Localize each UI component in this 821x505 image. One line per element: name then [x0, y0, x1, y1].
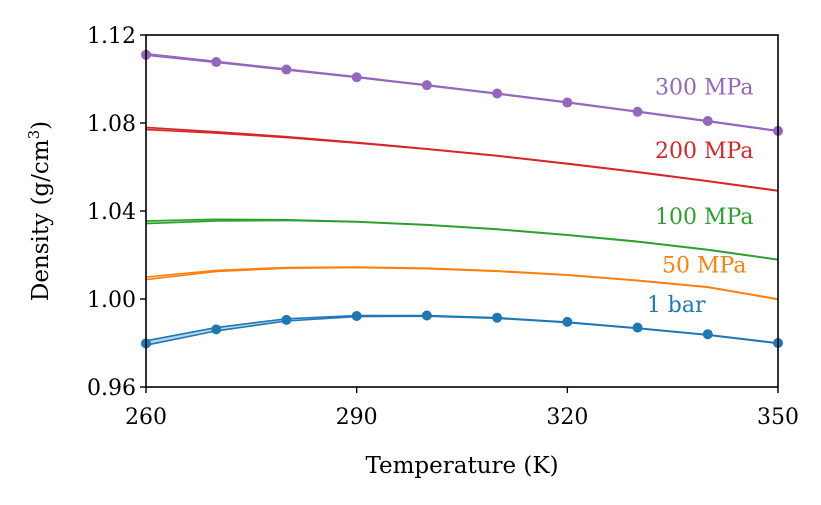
- data-point-1-bar: [281, 314, 292, 325]
- x-axis-label: Temperature (K): [365, 453, 558, 479]
- y-axis-label-close: ): [28, 121, 54, 130]
- y-tick-label: 0.96: [87, 376, 136, 401]
- x-tick-label: 260: [125, 405, 167, 430]
- data-point-300-mpa: [351, 72, 362, 83]
- series-line-lower-1-bar: [145, 315, 779, 346]
- data-point-300-mpa: [421, 80, 432, 91]
- plot-area: 300 MPa 200 MPa 100 MPa 50 MPa 1 bar: [141, 49, 783, 349]
- data-point-1-bar: [702, 329, 713, 340]
- series-label-100-mpa: 100 MPa: [655, 205, 753, 230]
- x-tick-label: 320: [546, 405, 588, 430]
- x-tick-label: 290: [336, 405, 378, 430]
- data-point-300-mpa: [702, 116, 713, 127]
- data-point-300-mpa: [492, 88, 503, 99]
- series-line-upper-1-bar: [145, 314, 779, 344]
- data-point-300-mpa: [632, 106, 643, 117]
- series-band-1-bar: [146, 315, 778, 346]
- data-point-1-bar: [421, 310, 432, 321]
- series-line-lower-200-mpa: [145, 128, 779, 192]
- series-label-50-mpa: 50 MPa: [662, 254, 746, 279]
- series-label-200-mpa: 200 MPa: [655, 139, 753, 164]
- data-point-1-bar: [351, 310, 362, 321]
- y-tick-label: 1.08: [87, 112, 136, 137]
- series-line-lower-100-mpa: [145, 219, 779, 261]
- axes: 260 290 320 350 0.96 1.00 1.04 1.08 1.12: [87, 24, 799, 430]
- y-axis-label-superscript: 3: [25, 130, 43, 140]
- y-tick-label: 1.12: [87, 24, 136, 49]
- data-point-1-bar: [632, 322, 643, 333]
- series-line-lower-300-mpa: [145, 54, 779, 133]
- data-point-300-mpa: [211, 57, 222, 68]
- data-point-1-bar: [211, 324, 222, 335]
- y-axis-label: Density (g/cm3): [25, 121, 54, 301]
- y-tick-label: 1.00: [87, 288, 136, 313]
- x-tick-label: 350: [757, 405, 799, 430]
- series-line-lower-50-mpa: [145, 266, 779, 301]
- data-point-300-mpa: [281, 64, 292, 75]
- data-point-300-mpa: [562, 97, 573, 108]
- data-point-1-bar: [562, 316, 573, 327]
- y-axis-label-main: Density (g/cm: [28, 139, 54, 301]
- series-label-300-mpa: 300 MPa: [655, 75, 753, 100]
- series-label-1-bar: 1 bar: [647, 293, 706, 318]
- y-tick-label: 1.04: [87, 200, 136, 225]
- data-point-1-bar: [492, 312, 503, 323]
